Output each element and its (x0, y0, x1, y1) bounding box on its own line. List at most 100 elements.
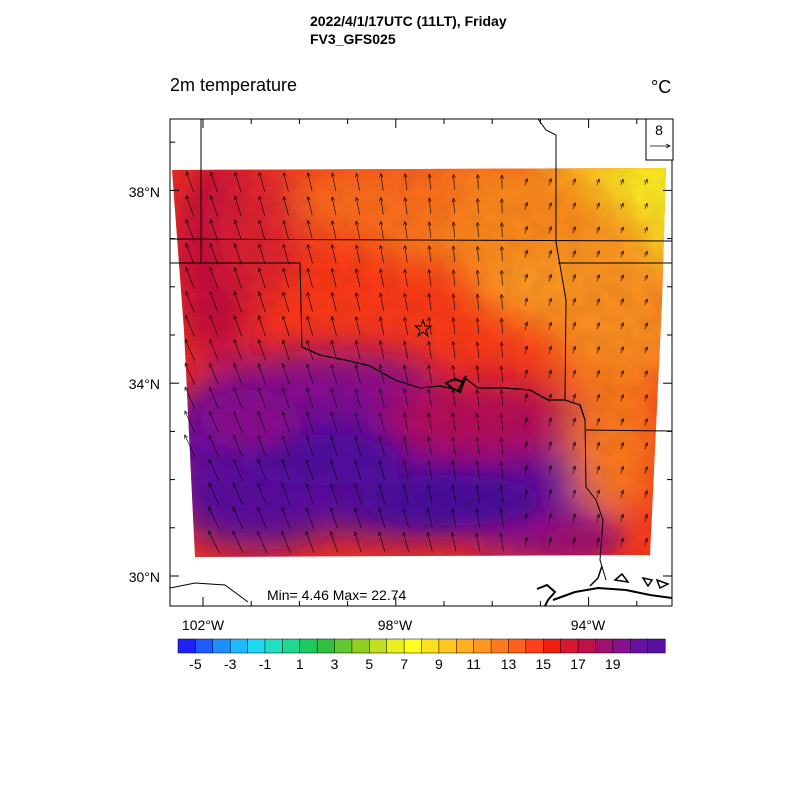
wind-arrow (524, 488, 529, 499)
wind-arrow (548, 321, 553, 330)
wind-arrow (209, 242, 218, 265)
wind-arrow (305, 411, 314, 433)
wind-arrow (209, 195, 218, 217)
wind-arrow (306, 339, 314, 360)
wind-arrow (185, 171, 194, 193)
colorbar-swatch (195, 638, 214, 654)
wind-arrow (378, 387, 385, 408)
wind-arrow (524, 536, 529, 547)
wind-arrow (403, 220, 408, 239)
wind-arrow (620, 250, 624, 258)
wind-arrow (305, 482, 314, 505)
gulf-coastline (536, 583, 672, 606)
map-title: 2022/4/1/17UTC (11LT), Friday (310, 13, 507, 29)
wind-arrow (475, 221, 480, 238)
wind-arrow (378, 459, 385, 480)
wind-arrow (209, 314, 219, 337)
wind-arrow (355, 220, 360, 239)
lat-label-34: 34°N (129, 376, 160, 392)
station-star-icon (413, 318, 433, 338)
colorbar-swatch (456, 638, 475, 654)
wind-arrow (402, 412, 409, 432)
wind-arrow (379, 172, 384, 191)
wind-arrow (282, 219, 289, 240)
wind-arrow (548, 201, 552, 210)
wind-arrow (475, 508, 480, 527)
map-frame (169, 118, 673, 607)
wind-arrow (475, 341, 480, 359)
wind-arrow (596, 226, 600, 234)
wind-arrow (281, 363, 290, 385)
wind-arrow (572, 513, 577, 523)
lon-label-98: 98°W (378, 617, 413, 633)
wind-arrow (620, 346, 624, 354)
wind-arrow (620, 369, 624, 378)
wind-arrow (329, 459, 338, 481)
wind-arrow (209, 219, 218, 241)
wind-arrow (257, 339, 266, 361)
wind-arrow (330, 196, 337, 216)
wind-arrow (475, 436, 480, 455)
wind-arrow (451, 317, 456, 335)
wind-arrow (403, 197, 408, 215)
wind-arrow (427, 197, 432, 215)
wind-arrow (548, 512, 553, 523)
wind-arrow (282, 267, 290, 288)
wind-arrow (257, 410, 267, 433)
axis-ticks (170, 119, 672, 606)
wind-arrow (596, 202, 600, 210)
wind-arrow (258, 243, 266, 265)
colorbar-tick-label: 15 (536, 656, 552, 672)
wind-arrow (451, 460, 456, 480)
lat-label-30: 30°N (129, 569, 160, 585)
wind-arrow (644, 370, 648, 378)
wind-arrow (572, 537, 577, 547)
wind-arrow (233, 291, 242, 313)
wind-arrow (306, 291, 313, 312)
wind-arrow (378, 531, 386, 553)
wind-arrow (330, 387, 338, 408)
wind-arrow (258, 219, 266, 240)
wind-arrow (450, 508, 457, 528)
wind-arrow (548, 225, 552, 234)
wind-arrow (306, 315, 314, 336)
wind-arrow (427, 173, 432, 190)
colorbar (177, 638, 666, 654)
wind-arrow (596, 250, 600, 258)
reference-vector-value: 8 (655, 122, 663, 138)
wind-arrow (426, 484, 433, 504)
wind-arrow (281, 410, 290, 433)
wind-arrow (572, 226, 576, 234)
wind-arrow (378, 507, 386, 528)
wind-arrow (281, 434, 291, 457)
wind-arrow (451, 245, 456, 263)
wind-arrow (427, 364, 432, 383)
wind-arrow (185, 266, 195, 289)
wind-arrow (208, 506, 220, 530)
wind-arrow (354, 363, 361, 384)
wind-arrow (184, 434, 196, 458)
wind-arrow (644, 513, 648, 522)
wind-arrow (403, 268, 408, 287)
wind-arrow (596, 537, 601, 547)
colorbar-swatch (212, 638, 231, 654)
wind-arrow (378, 435, 385, 456)
wind-arrow (451, 340, 456, 359)
min-max-stats: Min= 4.46 Max= 22.74 (267, 587, 407, 603)
wind-arrow (233, 267, 242, 289)
wind-arrow (524, 440, 529, 451)
wind-arrow (354, 339, 361, 360)
wind-arrow (282, 171, 289, 192)
colorbar-tick-label: 13 (501, 656, 517, 672)
wind-arrow (354, 244, 361, 264)
colorbar-swatch (647, 638, 666, 654)
wind-arrow (306, 219, 313, 240)
wind-arrow (644, 226, 648, 233)
wind-arrow (524, 273, 529, 282)
wind-arrow (354, 411, 361, 432)
wind-arrow (233, 338, 243, 361)
wind-arrow (596, 345, 600, 354)
wind-arrow (427, 340, 432, 359)
wind-arrow (233, 386, 243, 409)
wind-arrow (499, 269, 504, 286)
